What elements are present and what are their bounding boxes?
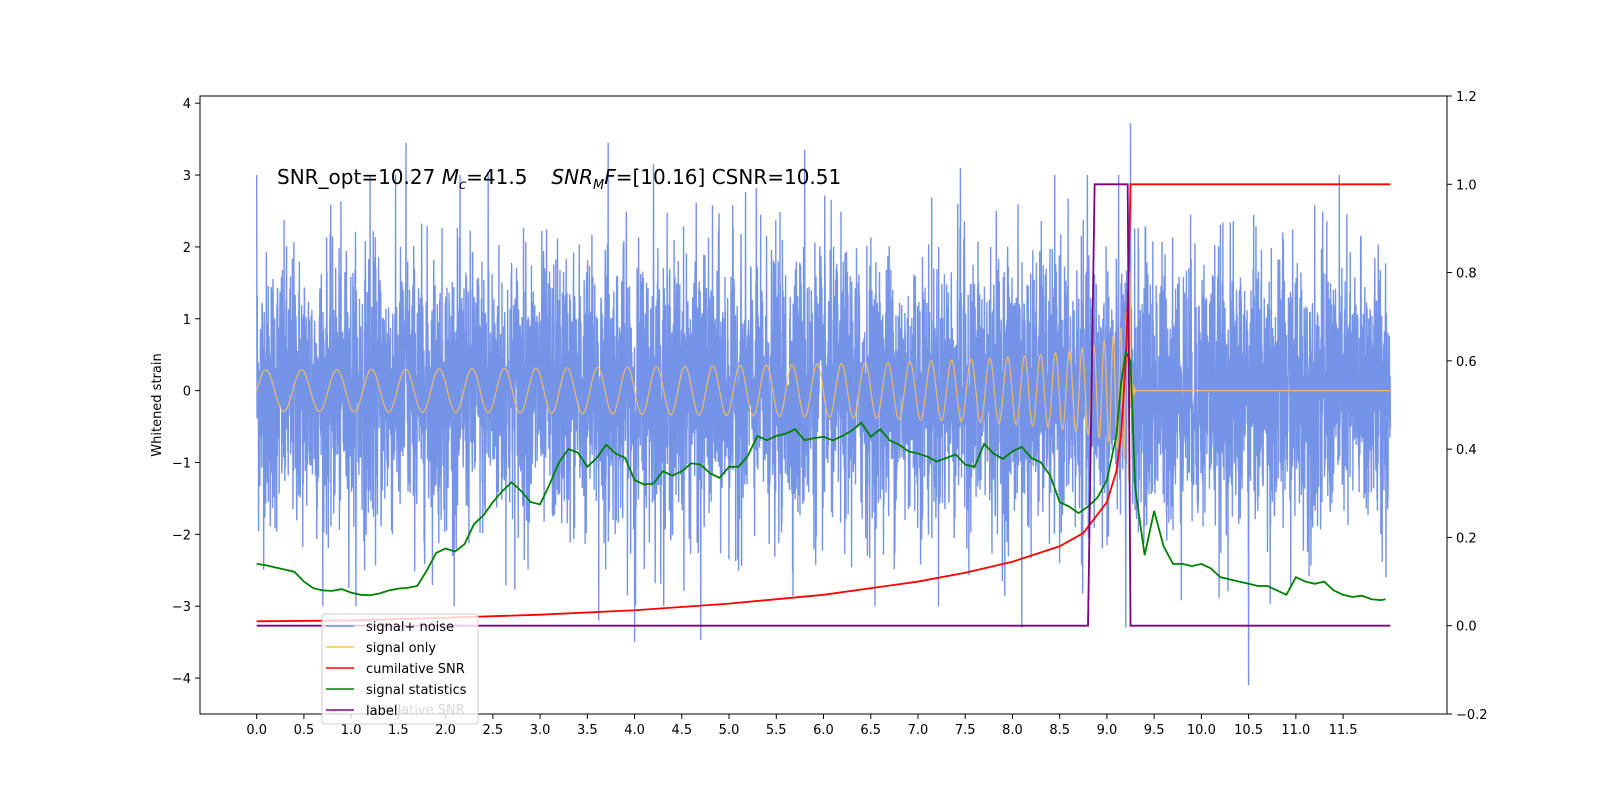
series-signal-noise	[255, 123, 1392, 686]
x-tick-label: 0.5	[294, 723, 315, 738]
y-axis-right: 1.2 1.0 0.8 0.6 0.4 0.2 0.0 −0.2	[1447, 90, 1488, 723]
x-tick-label: 7.5	[955, 723, 976, 738]
x-tick-label: 5.5	[766, 723, 787, 738]
annotation-snr-subscript: M	[593, 178, 604, 193]
x-tick-label: 7.0	[908, 723, 929, 738]
y2-tick-label: −0.2	[1456, 708, 1488, 723]
legend: cumilative SNR signal+ noise signal only…	[321, 613, 479, 725]
x-tick-label: 4.5	[671, 723, 692, 738]
legend-label-cumulative-snr: cumilative SNR	[366, 662, 465, 677]
snr-annotation: SNR_opt=10.27 Mc=41.5 SNRMF=[10.16] CSNR=…	[277, 165, 841, 193]
legend-label-label: label	[366, 704, 397, 719]
y-tick-label: −1	[172, 456, 191, 471]
y-tick-label: 3	[183, 169, 191, 184]
y-tick-label: −4	[172, 672, 191, 687]
y2-tick-label: 0.2	[1456, 531, 1477, 546]
legend-box	[321, 613, 479, 725]
y2-tick-label: 0.4	[1456, 443, 1477, 458]
annotation-snr-values: =[10.16] CSNR=10.51	[616, 165, 842, 189]
y-tick-label: −3	[172, 600, 191, 615]
series-signal-only	[256, 271, 1391, 483]
legend-ghost-text: cumilative SNR	[366, 703, 465, 718]
x-tick-label: 10.5	[1234, 723, 1263, 738]
x-tick-label: 2.0	[435, 723, 456, 738]
legend-label-signal-statistics: signal statistics	[366, 683, 467, 698]
y-tick-label: 2	[183, 241, 191, 256]
y-axis-left: 4 3 2 1 0 −1 −2 −3 −4	[172, 97, 200, 687]
annotation-prefix: SNR_opt=10.27	[277, 165, 442, 189]
x-tick-label: 10.0	[1187, 723, 1216, 738]
y-tick-label: 0	[183, 385, 191, 400]
x-tick-label: 4.0	[624, 723, 645, 738]
legend-label-signal-only: signal only	[366, 641, 436, 656]
series-layer	[255, 123, 1392, 686]
annotation-snr-symbol: SNR	[551, 165, 593, 189]
x-tick-label: 3.5	[577, 723, 598, 738]
y2-tick-label: 1.0	[1456, 178, 1477, 193]
x-tick-label: 1.0	[341, 723, 362, 738]
x-tick-label: 11.0	[1281, 723, 1310, 738]
legend-label-signal-noise: signal+ noise	[366, 620, 454, 635]
annotation-mc-symbol: M	[442, 165, 459, 189]
annotation-mc-subscript: c	[459, 178, 466, 193]
x-tick-label: 5.0	[719, 723, 740, 738]
annotation-snr-symbol-tail: F	[604, 165, 616, 189]
x-tick-label: 1.5	[388, 723, 409, 738]
y-tick-label: 4	[183, 97, 191, 112]
x-tick-label: 6.5	[860, 723, 881, 738]
y-tick-label: −2	[172, 528, 191, 543]
x-tick-label: 3.0	[530, 723, 551, 738]
y2-tick-label: 0.8	[1456, 267, 1477, 282]
y-axis-title: Whitened strain	[150, 353, 165, 456]
series-label	[256, 183, 1391, 627]
y2-tick-label: 1.2	[1456, 90, 1477, 105]
annotation-mc-value: =41.5	[466, 165, 527, 189]
x-tick-label: 0.0	[246, 723, 267, 738]
x-tick-label: 8.0	[1002, 723, 1023, 738]
x-tick-label: 8.5	[1049, 723, 1070, 738]
x-tick-label: 9.5	[1144, 723, 1165, 738]
y-tick-label: 1	[183, 313, 191, 328]
y2-tick-label: 0.6	[1456, 355, 1477, 370]
x-tick-label: 2.5	[483, 723, 504, 738]
x-axis: 0.0 0.5 1.0 1.5 2.0 2.5 3.0 3.5 4.0 4.5 5.0 5.5 6.0 6…	[246, 714, 1358, 738]
x-tick-label: 9.0	[1097, 723, 1118, 738]
y2-tick-label: 0.0	[1456, 620, 1477, 635]
series-signal-statistics	[256, 349, 1386, 602]
series-cumulative-snr	[256, 183, 1391, 623]
x-tick-label: 6.0	[813, 723, 834, 738]
x-tick-label: 11.5	[1329, 723, 1358, 738]
